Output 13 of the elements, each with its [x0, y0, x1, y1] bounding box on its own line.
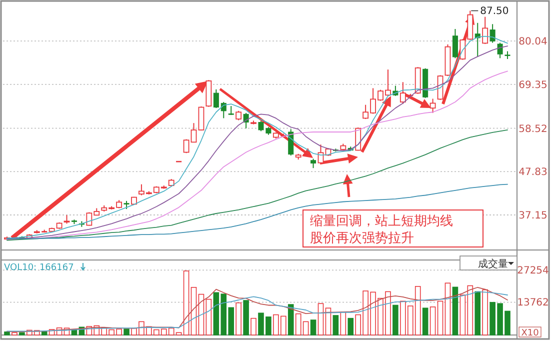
y-tick-label: 27254	[517, 266, 549, 277]
y-tick-label: 47.83	[518, 167, 548, 178]
y-tick-label: 13762	[517, 298, 549, 309]
y-tick-label: 80.04	[518, 36, 548, 48]
y-tick-label: 58.52	[518, 124, 548, 135]
text: X10	[521, 328, 540, 338]
annotation: 87.50	[480, 6, 509, 18]
y-tick-label: 69.35	[518, 80, 548, 91]
annotation: 成交量	[478, 258, 508, 270]
annotation: VOL10: 166167	[4, 263, 74, 273]
y-tick-label: 37.15	[518, 210, 548, 222]
annotation: 股价再次强势拉升	[310, 231, 414, 246]
annotation: 缩量回调，站上短期均线	[310, 214, 453, 229]
